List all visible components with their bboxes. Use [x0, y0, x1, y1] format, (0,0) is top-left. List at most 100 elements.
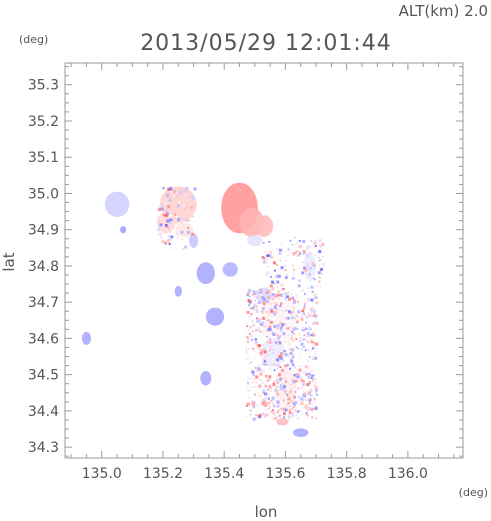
data-speckle	[176, 204, 180, 208]
data-speckle	[173, 189, 177, 193]
data-speckle	[313, 369, 315, 371]
data-speckle	[308, 349, 310, 351]
data-speckle	[315, 393, 318, 396]
data-speckle	[249, 378, 251, 380]
data-speckle	[321, 265, 324, 268]
data-speckle	[322, 256, 324, 258]
data-speckle	[267, 296, 270, 299]
data-speckle	[259, 330, 262, 333]
data-speckle	[256, 305, 259, 308]
data-speckle	[299, 294, 301, 296]
data-speckle	[307, 365, 309, 367]
data-speckle	[268, 325, 272, 329]
data-speckle	[169, 237, 173, 241]
data-speckle	[247, 348, 249, 350]
data-patch	[104, 191, 130, 218]
data-speckle	[318, 280, 321, 283]
y-tick-label: 34.9	[28, 223, 59, 239]
data-speckle	[308, 309, 310, 311]
data-speckle	[311, 342, 314, 345]
data-speckle	[300, 353, 302, 355]
data-speckle	[276, 327, 279, 330]
data-speckle	[254, 328, 258, 332]
data-speckle	[268, 401, 271, 404]
data-speckle	[308, 286, 310, 288]
data-speckle	[258, 402, 261, 405]
data-speckle	[276, 287, 278, 289]
data-speckle	[296, 300, 299, 303]
data-speckle	[267, 315, 270, 318]
data-speckle	[245, 404, 248, 407]
data-speckle	[278, 292, 280, 294]
data-speckle	[159, 241, 161, 243]
data-speckle	[262, 241, 265, 244]
data-speckle	[262, 398, 264, 400]
data-speckle	[271, 287, 275, 291]
data-speckle	[165, 210, 169, 214]
data-speckle	[308, 329, 310, 331]
data-speckle	[291, 264, 294, 267]
data-speckle	[160, 236, 162, 238]
data-speckle	[187, 226, 190, 229]
data-speckle	[294, 391, 297, 394]
data-speckle	[276, 391, 279, 394]
data-speckle	[291, 414, 294, 417]
data-speckle	[248, 298, 250, 300]
data-speckle	[290, 399, 294, 403]
data-speckle	[287, 402, 290, 405]
data-speckle	[294, 244, 297, 247]
data-speckle	[251, 381, 253, 383]
data-speckle	[287, 354, 290, 357]
data-speckle	[279, 388, 281, 390]
data-speckle	[299, 310, 301, 312]
data-speckle	[314, 385, 318, 389]
data-speckle	[301, 308, 304, 311]
data-speckle	[293, 395, 297, 399]
data-speckle	[170, 247, 172, 249]
data-speckle	[308, 314, 311, 317]
data-speckle	[317, 264, 320, 267]
data-speckle	[309, 402, 312, 405]
data-speckle	[306, 391, 310, 395]
data-speckle	[301, 329, 303, 331]
data-speckle	[282, 288, 285, 291]
data-speckle	[166, 193, 170, 197]
data-speckle	[305, 242, 307, 244]
data-speckle	[268, 308, 271, 311]
data-speckle	[247, 376, 249, 378]
data-speckle	[296, 294, 298, 296]
data-speckle	[252, 323, 256, 327]
data-speckle	[261, 344, 263, 346]
data-speckle	[313, 278, 316, 281]
data-speckle	[290, 336, 294, 340]
data-speckle	[263, 393, 265, 395]
data-speckle	[261, 255, 265, 259]
data-speckle	[296, 326, 299, 329]
data-speckle	[270, 242, 274, 246]
data-speckle	[259, 288, 262, 291]
data-speckle	[303, 371, 305, 373]
data-speckle	[248, 415, 251, 418]
data-speckle	[304, 321, 307, 324]
data-speckle	[192, 216, 194, 218]
data-speckle	[314, 407, 318, 411]
data-speckle	[290, 316, 294, 320]
data-speckle	[163, 246, 165, 248]
data-speckle	[269, 320, 273, 324]
data-speckle	[266, 254, 270, 258]
data-speckle	[267, 238, 269, 240]
data-speckle	[307, 245, 311, 249]
timestamp-title: 2013/05/29 12:01:44	[140, 31, 392, 56]
data-speckle	[318, 259, 321, 262]
data-speckle	[257, 300, 261, 304]
data-speckle	[261, 332, 265, 336]
data-speckle	[305, 404, 309, 408]
data-speckle	[315, 297, 317, 299]
data-speckle	[290, 335, 292, 337]
data-speckle	[282, 385, 286, 389]
data-speckle	[289, 292, 293, 296]
data-speckle	[250, 382, 254, 386]
data-speckle	[289, 392, 292, 395]
data-speckle	[296, 375, 300, 379]
data-speckle	[314, 349, 318, 353]
